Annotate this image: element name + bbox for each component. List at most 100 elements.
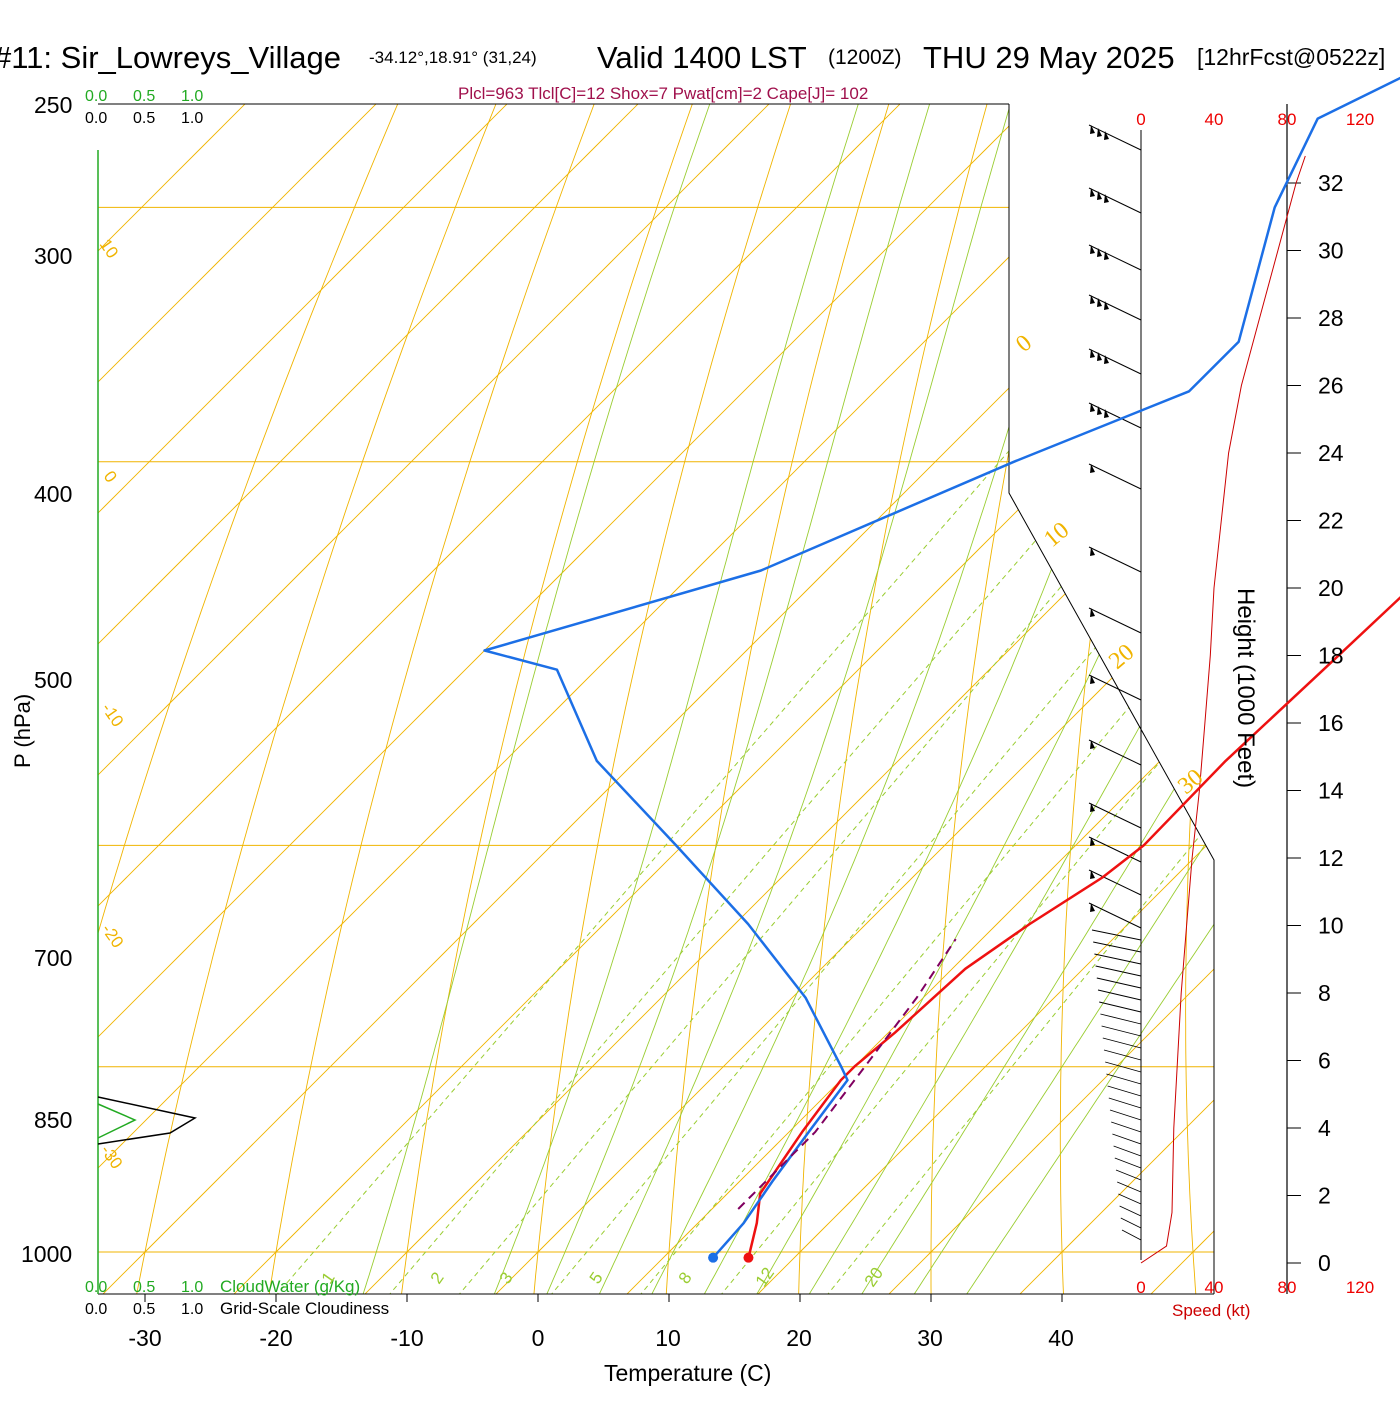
cloudiness-tick-top-2: 1.0: [181, 110, 203, 127]
dry-adiabat-label-10: 10: [1039, 517, 1074, 552]
mixing-ratio-label-2: 2: [427, 1269, 448, 1288]
mixing-ratio-label-3: 3: [496, 1269, 517, 1288]
height-tick-0: 0: [1318, 1250, 1331, 1276]
moist-adiabat-line: [808, 0, 1400, 1297]
speed-tick-top-120: 120: [1346, 110, 1374, 129]
temp-tick-minus20: -20: [259, 1325, 292, 1351]
isotherm-label-minus10: -10: [98, 699, 128, 730]
wind-barbs: [1089, 104, 1305, 1294]
height-tick-18: 18: [1318, 643, 1344, 669]
wind-barb: [1120, 1206, 1141, 1216]
dewpoint-line: [485, 0, 1400, 1258]
station-title: #11: Sir_Lowreys_Village: [0, 40, 341, 75]
mixing-ratio-line: [826, 207, 1400, 1296]
cloud-water-profile: [98, 1104, 135, 1138]
isotherm-line: [624, 0, 1400, 1297]
wind-barb: [1114, 1146, 1141, 1156]
isotherm-label-0: 0: [100, 467, 121, 486]
wind-barb: [1111, 1122, 1141, 1132]
dry-adiabat-label-20: 20: [1104, 639, 1139, 674]
speed-tick-bottom-40: 40: [1205, 1278, 1224, 1297]
plot-frame-right: [1009, 104, 1214, 1294]
surface-temp-marker: [743, 1253, 753, 1263]
wind-barb: [1100, 1014, 1141, 1024]
wind-barb: [1104, 1050, 1141, 1060]
height-tick-2: 2: [1318, 1183, 1331, 1209]
isotherm-line: [0, 0, 939, 1297]
wind-barb: [1089, 245, 1141, 270]
cloudwater-tick-top-2: 1.0: [181, 88, 203, 105]
isotherm-line: [100, 0, 1400, 1297]
stability-stats: Plcl=963 Tlcl[C]=12 Shox=7 Pwat[cm]=2 Ca…: [458, 84, 868, 103]
speed-tick-bottom-120: 120: [1346, 1278, 1374, 1297]
cloudwater-tick-top-0: 0.0: [85, 88, 107, 105]
cloudwater-tick-top-1: 0.5: [133, 88, 155, 105]
station-coords: -34.12°,18.91° (31,24): [369, 48, 537, 67]
cloudiness-profile: [98, 1097, 195, 1144]
mixing-ratio-label-8: 8: [675, 1269, 696, 1288]
wind-barb: [1098, 990, 1141, 1000]
isotherm-line: [755, 0, 1400, 1297]
cloudiness-tick-bottom-2: 1.0: [181, 1301, 203, 1318]
pressure-tick-300: 300: [34, 243, 72, 269]
dry-adiabat-line: [136, 0, 683, 1297]
mixing-ratio-line: [549, 207, 1400, 1296]
height-tick-26: 26: [1318, 373, 1344, 399]
dry-adiabat-label-0: 0: [1011, 330, 1037, 358]
wind-barb: [1103, 1038, 1141, 1048]
wind-barb: [1089, 837, 1141, 862]
moist-adiabat-line: [546, 0, 1075, 1297]
wind-barb: [1121, 1218, 1141, 1228]
height-tick-12: 12: [1318, 845, 1344, 871]
dry-adiabat-line: [931, 0, 1212, 1297]
wind-barb: [1089, 903, 1141, 928]
pressure-tick-500: 500: [34, 667, 72, 693]
wind-barb: [1093, 942, 1141, 952]
wind-barb: [1109, 1098, 1141, 1108]
cloudwater-tick-bottom-0: 0.0: [85, 1279, 107, 1296]
mixing-ratio-line: [719, 207, 1400, 1296]
cloudiness-tick-bottom-0: 0.0: [85, 1301, 107, 1318]
dry-adiabat-line: [534, 0, 948, 1297]
moist-adiabat-line: [755, 0, 1400, 1297]
temp-tick-10: 10: [655, 1325, 681, 1351]
isotherm-line: [231, 0, 1400, 1297]
pressure-tick-850: 850: [34, 1107, 72, 1133]
height-tick-20: 20: [1318, 575, 1344, 601]
dry-adiabat-label-30: 30: [1173, 764, 1208, 799]
cloudwater-tick-bottom-1: 0.5: [133, 1279, 155, 1296]
wind-barb: [1089, 608, 1141, 633]
pressure-tick-700: 700: [34, 945, 72, 971]
mixing-ratio-label-20: 20: [861, 1264, 887, 1290]
zulu-time: (1200Z): [828, 46, 902, 69]
y-axis-label: P (hPa): [10, 694, 35, 768]
wind-barb: [1089, 464, 1141, 489]
plot-area: [0, 0, 1400, 1297]
mixing-ratio-line: [275, 207, 1222, 1296]
dry-adiabat-line: [799, 0, 1124, 1297]
wind-barb: [1122, 1230, 1141, 1240]
wind-barb: [1115, 1158, 1141, 1168]
height-tick-22: 22: [1318, 508, 1344, 534]
wind-barb: [1089, 349, 1141, 374]
wind-barb: [1099, 1002, 1141, 1012]
dry-adiabat-line: [269, 0, 771, 1297]
cloudwater-tick-bottom-2: 1.0: [181, 1279, 203, 1296]
speed-tick-top-80: 80: [1278, 110, 1297, 129]
moist-adiabat-line: [598, 0, 1149, 1297]
pressure-tick-400: 400: [34, 481, 72, 507]
wind-barb: [1089, 740, 1141, 765]
isotherm-label-minus20: -20: [98, 920, 128, 951]
temp-tick-minus30: -30: [128, 1325, 161, 1351]
speed-tick-bottom-0: 0: [1136, 1278, 1145, 1297]
wind-barb: [1096, 966, 1141, 976]
isotherm-label-minus30: -30: [97, 1141, 127, 1172]
wind-barb: [1089, 188, 1141, 213]
mixing-ratio-line: [388, 207, 1324, 1296]
height-tick-10: 10: [1318, 913, 1344, 939]
wind-barb: [1089, 403, 1141, 428]
labels: #11: Sir_Lowreys_Village -34.12°,18.91° …: [0, 40, 1385, 1386]
cloudiness-tick-top-0: 0.0: [85, 110, 107, 127]
isotherm-line: [0, 0, 1332, 1297]
